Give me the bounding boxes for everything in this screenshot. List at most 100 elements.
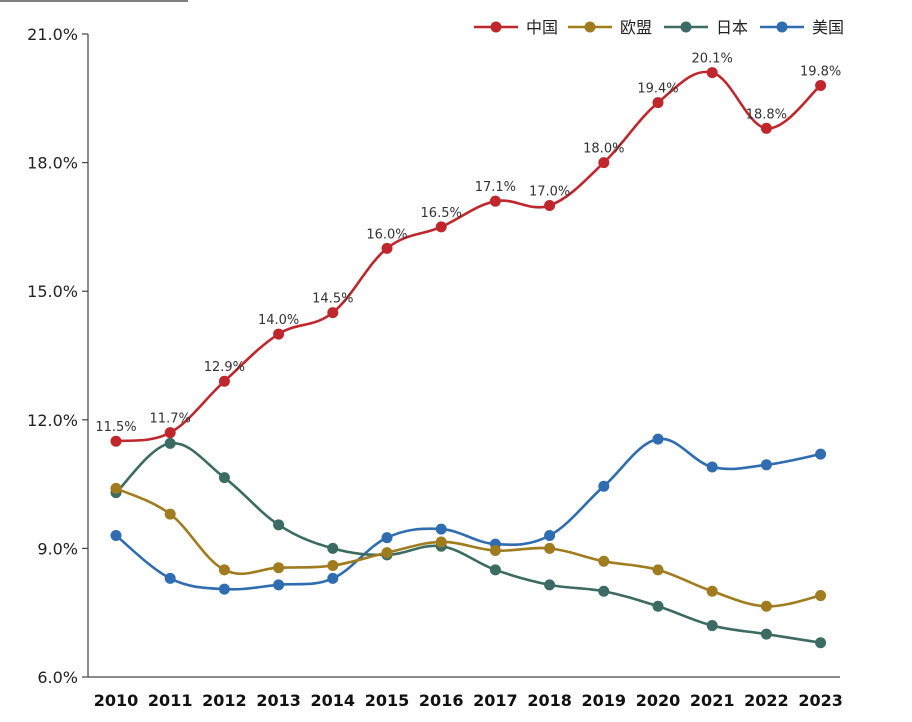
data-point (164, 508, 176, 520)
data-point (544, 579, 556, 591)
data-label: 18.0% (583, 142, 624, 157)
legend-label: 欧盟 (620, 18, 652, 37)
data-label: 14.0% (258, 313, 299, 328)
data-point (327, 560, 339, 572)
x-tick-label: 2018 (527, 691, 572, 710)
data-label: 19.4% (637, 82, 678, 97)
x-tick-label: 2016 (419, 691, 464, 710)
x-tick-label: 2010 (94, 691, 139, 710)
data-point (760, 628, 772, 640)
data-point (815, 637, 827, 649)
data-point (544, 530, 556, 542)
data-point (760, 459, 772, 471)
data-point (381, 242, 393, 254)
data-point (218, 375, 230, 387)
x-tick-label: 2021 (690, 691, 735, 710)
data-point (652, 600, 664, 612)
data-point (706, 461, 718, 473)
data-point (598, 585, 610, 597)
x-tick-label: 2023 (798, 691, 843, 710)
data-point (218, 472, 230, 484)
data-point (218, 583, 230, 595)
legend-label: 中国 (526, 18, 558, 37)
y-tick-label: 6.0% (37, 668, 78, 687)
data-label: 19.8% (800, 64, 841, 79)
data-point (273, 328, 285, 340)
data-point (218, 564, 230, 576)
data-point (598, 555, 610, 567)
data-point (598, 480, 610, 492)
data-point (327, 542, 339, 554)
data-label: 11.7% (150, 412, 191, 427)
x-tick-label: 2012 (202, 691, 247, 710)
data-point (706, 585, 718, 597)
data-point (327, 572, 339, 584)
legend-item: 美国 (760, 18, 844, 37)
data-point (544, 199, 556, 211)
data-point (273, 562, 285, 574)
legend-marker (584, 21, 596, 33)
y-tick-label: 9.0% (37, 539, 78, 558)
data-point (164, 572, 176, 584)
data-label: 16.0% (366, 227, 407, 242)
x-tick-label: 2022 (744, 691, 789, 710)
data-label: 18.8% (746, 107, 787, 122)
data-point (706, 67, 718, 79)
data-point (652, 564, 664, 576)
x-tick-label: 2014 (311, 691, 356, 710)
data-point (760, 122, 772, 134)
data-point (435, 536, 447, 548)
data-point (652, 97, 664, 109)
data-point (815, 448, 827, 460)
x-tick-label: 2015 (365, 691, 410, 710)
data-point (760, 600, 772, 612)
y-tick-label: 21.0% (27, 25, 78, 44)
data-label: 17.0% (529, 184, 570, 199)
data-point (489, 195, 501, 207)
data-label: 20.1% (692, 52, 733, 67)
legend-marker (490, 21, 502, 33)
series-1 (110, 482, 827, 612)
data-point (327, 307, 339, 319)
data-point (164, 437, 176, 449)
data-point (435, 523, 447, 535)
data-label: 12.9% (204, 360, 245, 375)
data-point (489, 545, 501, 557)
data-point (381, 532, 393, 544)
data-point (164, 427, 176, 439)
legend-marker (776, 21, 788, 33)
data-point (110, 530, 122, 542)
data-point (544, 542, 556, 554)
data-point (381, 547, 393, 559)
legend-item: 日本 (664, 18, 748, 37)
data-point (273, 579, 285, 591)
data-point (273, 519, 285, 531)
y-tick-label: 12.0% (27, 411, 78, 430)
x-tick-label: 2017 (473, 691, 518, 710)
data-labels: 11.5% 11.7% 12.9% 14.0% 14.5% 16.0% 16.5% 17.1%… (95, 52, 841, 436)
data-point (435, 221, 447, 233)
data-point (598, 157, 610, 169)
data-label: 17.1% (475, 180, 516, 195)
legend-label: 美国 (812, 18, 844, 37)
x-tick-label: 2013 (256, 691, 301, 710)
data-label: 16.5% (421, 206, 462, 221)
legend-marker (680, 21, 692, 33)
data-point (652, 433, 664, 445)
legend-item: 中国 (474, 18, 558, 37)
x-axis: 2010 2011 2012 2013 2014 2015 2016 2017 2018 2019… (88, 676, 843, 710)
x-tick-label: 2019 (582, 691, 627, 710)
y-tick-label: 15.0% (27, 282, 78, 301)
x-tick-label: 2011 (148, 691, 193, 710)
series-layer (110, 67, 827, 649)
series-0 (110, 67, 827, 447)
series-3 (110, 433, 827, 595)
legend-label: 日本 (716, 18, 748, 37)
data-point (815, 79, 827, 91)
y-axis: 6.0% 9.0% 12.0% 15.0% 18.0% 21.0% (27, 25, 89, 687)
legend-item: 欧盟 (568, 18, 652, 37)
x-tick-label: 2020 (636, 691, 681, 710)
data-point (489, 564, 501, 576)
y-tick-label: 18.0% (27, 154, 78, 173)
